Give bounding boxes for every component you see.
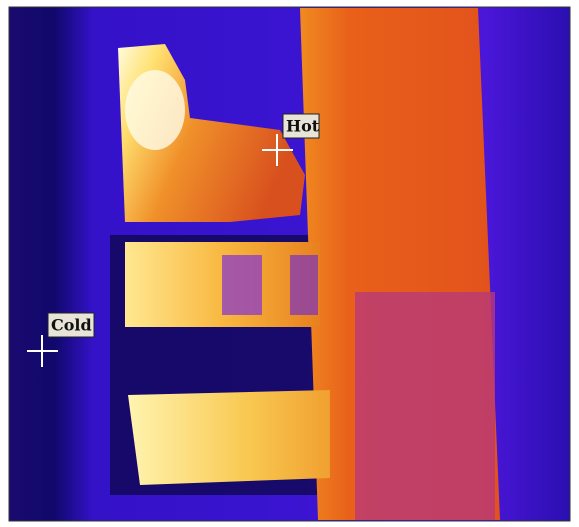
hot-crosshair [262,134,293,166]
cold-crosshair [27,335,58,367]
label-box [47,312,95,338]
warm-region [128,390,330,485]
cold-label: Cold [51,316,92,335]
hot-spot [125,70,185,150]
cool-patch [355,292,495,520]
cool-spot [290,255,318,315]
hot-label: Hot [286,117,320,136]
cool-spot [222,255,262,315]
label-box [282,113,320,139]
